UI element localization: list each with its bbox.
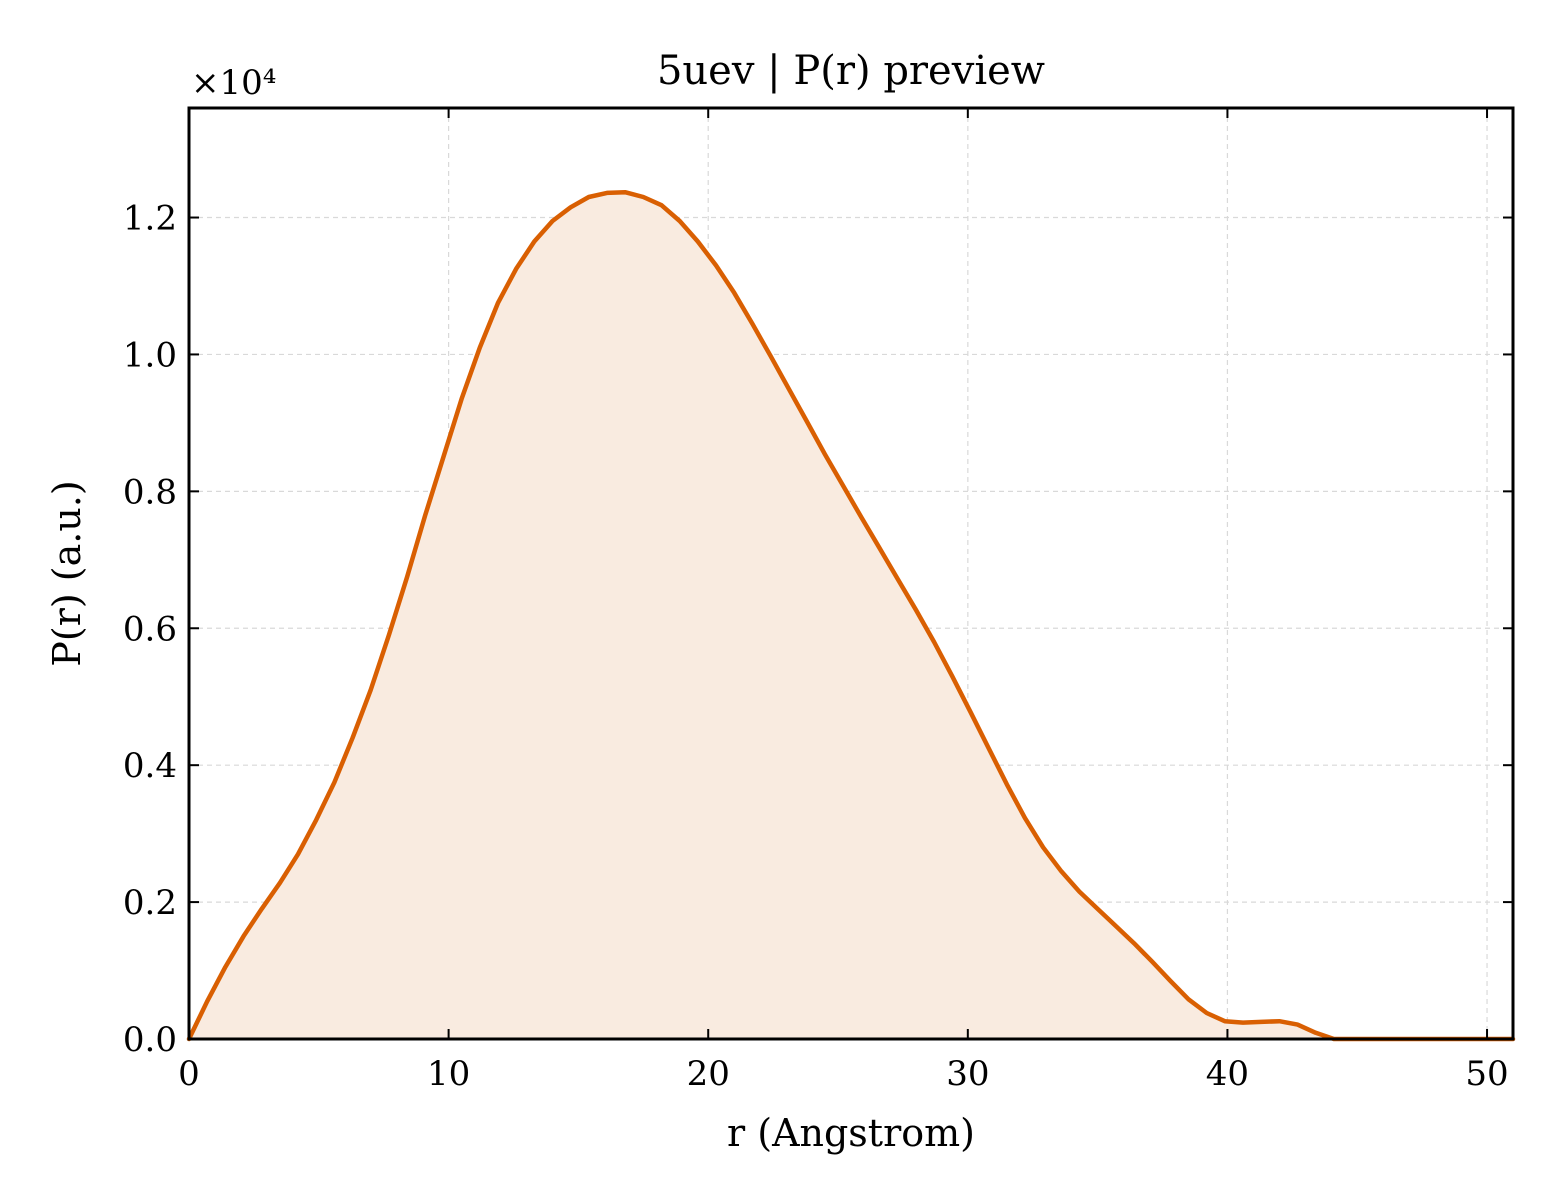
y-axis-label: P(r) (a.u.) [45,480,89,666]
x-axis-label: r (Angstrom) [727,1111,975,1155]
y-tick-label: 0.6 [123,609,177,649]
y-axis-multiplier: ×10⁴ [191,63,276,103]
y-tick-label: 0.2 [123,883,177,923]
plot-frame [187,106,1515,1041]
y-tick-label: 1.2 [123,199,177,239]
ticks: 0 10 20 30 40 50 0.0 0.2 0.4 0.6 0.8 1.0 1.2 [123,108,1513,1094]
y-tick-label: 1.0 [123,335,177,375]
x-tick-label: 0 [178,1054,200,1094]
series-area-fill [189,192,1513,1039]
x-tick-label: 30 [946,1054,989,1094]
chart-title: 5uev | P(r) preview [657,48,1045,94]
series-line [186,189,1516,1042]
x-tick-label: 20 [687,1054,730,1094]
x-tick-label: 50 [1465,1054,1508,1094]
x-tick-label: 10 [427,1054,470,1094]
y-tick-label: 0.8 [123,472,177,512]
y-tick-label: 0.4 [123,746,177,786]
y-tick-label: 0.0 [123,1020,177,1060]
x-tick-label: 40 [1206,1054,1249,1094]
